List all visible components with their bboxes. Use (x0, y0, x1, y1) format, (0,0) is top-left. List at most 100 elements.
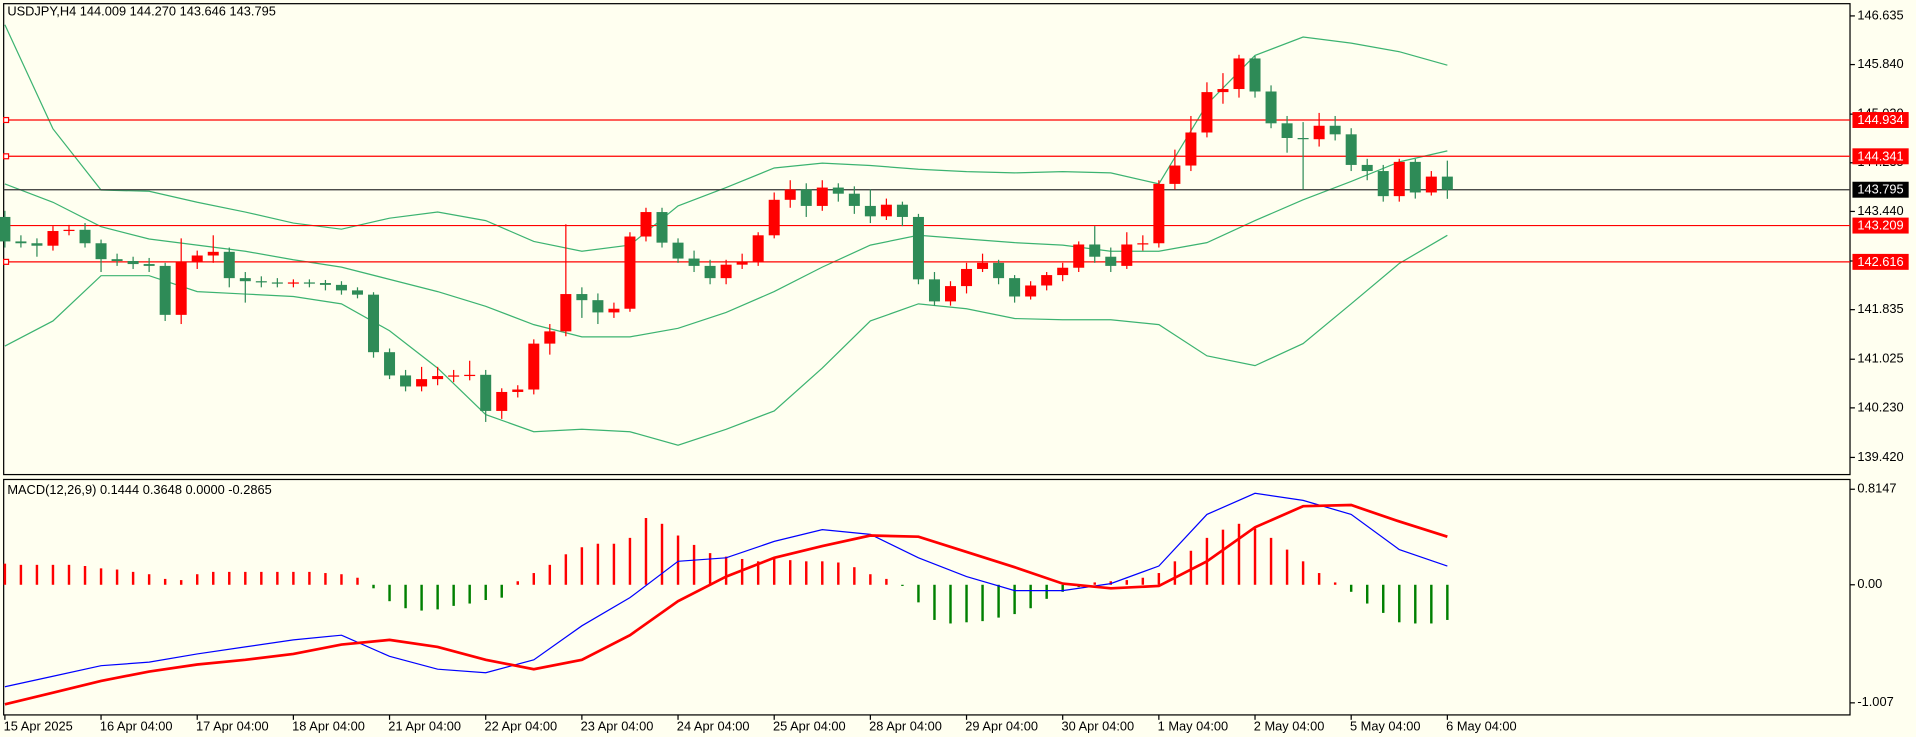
signal-line (4, 503, 1448, 706)
candle-body (576, 294, 588, 301)
candle-body (928, 279, 940, 302)
candle-body (752, 235, 764, 262)
chart-title: USDJPY,H4 144.009 144.270 143.646 143.79… (7, 4, 276, 19)
x-tick-label: 21 Apr 04:00 (388, 719, 461, 734)
level-handle (3, 116, 10, 124)
candle-body (303, 282, 315, 284)
current-price-label: 143.795 (1857, 182, 1903, 197)
candle-body (528, 343, 540, 390)
y-tick-label: 141.025 (1857, 351, 1903, 366)
current-price-box (1852, 181, 1909, 198)
bollinger-middle (4, 150, 1448, 338)
x-tick-label: 2 May 04:00 (1254, 719, 1325, 734)
candle-body (1185, 132, 1197, 166)
x-tick-label: 18 Apr 04:00 (292, 719, 365, 734)
macd-y-tick-label: 0.8147 (1857, 481, 1896, 496)
y-tick-label: 146.635 (1857, 7, 1903, 22)
candle-body (480, 374, 492, 411)
candle-body (111, 259, 123, 262)
candle-body (223, 251, 235, 279)
candle-body (63, 229, 75, 232)
candle-body (15, 241, 27, 244)
candle-body (1297, 138, 1309, 140)
y-tick-label: 145.840 (1857, 56, 1903, 71)
candle-body (400, 375, 412, 387)
candle-body (432, 376, 444, 380)
candle-body (127, 261, 139, 265)
candle-body (207, 251, 219, 256)
candle-body (512, 389, 524, 392)
candle-body (768, 199, 780, 236)
candle-body (0, 216, 11, 242)
level-label: 143.209 (1857, 218, 1903, 233)
candle-body (1409, 161, 1421, 193)
candle-body (945, 286, 956, 302)
macd-title: MACD(12,26,9) 0.1444 0.3648 0.0000 -0.28… (7, 482, 271, 497)
candle-body (800, 189, 812, 206)
candle-body (1105, 256, 1117, 266)
candle-body (1041, 275, 1053, 286)
candle-body (1137, 243, 1149, 245)
candle-body (816, 187, 828, 206)
candle-body (416, 379, 428, 387)
x-tick-label: 29 Apr 04:00 (965, 719, 1038, 734)
candle-body (656, 212, 668, 243)
x-tick-label: 17 Apr 04:00 (196, 719, 269, 734)
candle-body (672, 242, 684, 259)
x-tick-label: 22 Apr 04:00 (484, 719, 557, 734)
x-tick-label: 24 Apr 04:00 (677, 719, 750, 734)
candle-body (784, 189, 796, 200)
candle-body (1121, 244, 1133, 266)
candle-body (464, 374, 476, 377)
candle-body (592, 300, 604, 313)
candle-body (175, 261, 187, 315)
x-tick-label: 1 May 04:00 (1158, 719, 1229, 734)
macd-panel (3, 478, 1851, 716)
candle-body (1393, 161, 1405, 197)
candle-body (640, 212, 652, 237)
candle-body (255, 281, 267, 283)
x-tick-label: 6 May 04:00 (1446, 719, 1517, 734)
candle-body (704, 265, 716, 279)
candle-body (736, 261, 748, 265)
candle-body (977, 262, 989, 269)
candle-body (1249, 58, 1261, 92)
candle-body (384, 352, 396, 376)
level-label: 142.616 (1857, 254, 1903, 269)
candle-body (159, 265, 171, 315)
y-tick-label: 139.420 (1857, 449, 1903, 464)
candle-body (1377, 171, 1389, 197)
candle-body (1425, 176, 1437, 193)
candle-body (1217, 89, 1229, 93)
candle-body (912, 216, 924, 280)
candle-body (544, 331, 556, 344)
candle-body (560, 294, 572, 332)
level-handle (3, 153, 10, 160)
candle-body (1313, 125, 1325, 140)
candle-body (1329, 125, 1341, 135)
candle-body (239, 278, 251, 282)
candle-body (319, 283, 331, 285)
y-tick-label: 140.230 (1857, 399, 1903, 414)
macd-line (4, 492, 1448, 688)
candle-body (1233, 58, 1245, 90)
macd-y-tick-label: 0.00 (1857, 576, 1882, 591)
level-label-box (1852, 253, 1909, 270)
level-label: 144.934 (1857, 112, 1903, 127)
candle-body (368, 294, 380, 353)
x-tick-label: 30 Apr 04:00 (1061, 719, 1134, 734)
candle-body (1265, 91, 1277, 124)
candle-body (1025, 285, 1037, 297)
candle-body (1057, 267, 1069, 276)
candle-body (1361, 164, 1373, 172)
x-tick-label: 5 May 04:00 (1350, 719, 1421, 734)
candle-body (864, 205, 876, 217)
candle-body (31, 243, 43, 246)
candle-body (848, 193, 860, 206)
candle-body (880, 204, 892, 217)
candle-body (79, 229, 91, 244)
x-tick-label: 15 Apr 2025 (4, 719, 73, 734)
candle-body (287, 282, 299, 284)
